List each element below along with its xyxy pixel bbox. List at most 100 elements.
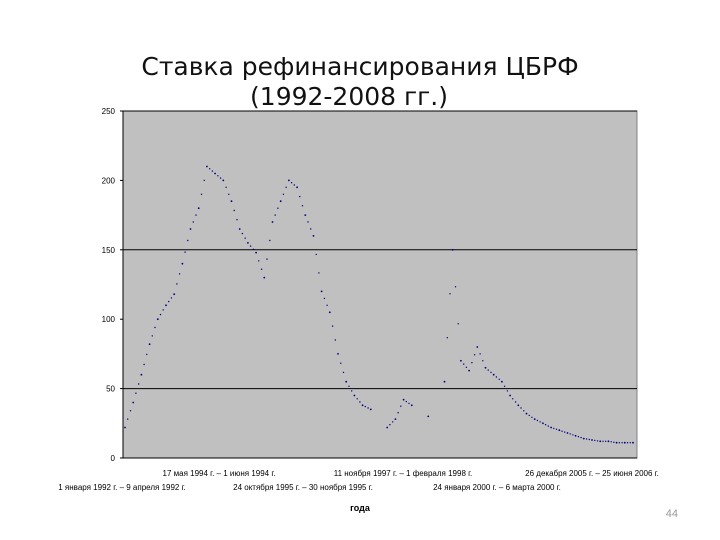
line-dot: [479, 353, 481, 355]
data-point: [320, 290, 323, 293]
line-dot: [348, 385, 350, 387]
line-dot: [512, 398, 514, 400]
x-tick-label: 24 января 2000 г. – 6 марта 2000 г.: [433, 483, 561, 492]
line-dot: [323, 297, 326, 300]
data-point: [140, 373, 143, 376]
line-dot: [465, 366, 468, 368]
line-dot: [307, 221, 309, 223]
series-points: [124, 165, 634, 444]
line-dot: [241, 232, 244, 235]
data-point: [607, 440, 610, 443]
line-dot: [258, 260, 260, 262]
data-point: [337, 353, 339, 355]
data-point: [148, 343, 151, 346]
line-dot: [269, 239, 271, 242]
data-point: [304, 214, 307, 217]
line-dot: [135, 392, 137, 394]
line-dot: [553, 427, 555, 430]
data-point: [558, 429, 561, 432]
data-point: [165, 304, 167, 307]
data-point: [427, 415, 430, 418]
data-point: [247, 242, 249, 244]
line-dot: [351, 390, 353, 392]
line-dot: [585, 438, 588, 440]
data-point: [476, 346, 479, 348]
line-dot: [482, 360, 484, 362]
line-dot: [536, 419, 539, 422]
line-dot: [449, 293, 451, 295]
x-tick-label: 24 октября 1995 г. – 30 ноября 1995 г.: [233, 483, 373, 492]
line-dot: [211, 170, 214, 172]
data-point: [533, 418, 536, 420]
line-dot: [331, 325, 334, 327]
line-dot: [408, 402, 410, 405]
line-dot: [544, 424, 547, 426]
data-point: [222, 179, 225, 182]
line-dot: [596, 440, 599, 442]
data-point: [328, 311, 331, 314]
line-dot: [138, 383, 140, 385]
line-dot: [547, 425, 549, 427]
line-dot: [225, 186, 227, 188]
line-dot: [217, 175, 219, 177]
line-dot: [490, 371, 492, 374]
line-dot: [252, 248, 255, 250]
data-point: [542, 422, 544, 425]
line-dot: [146, 353, 148, 356]
data-point: [632, 441, 634, 444]
line-dot: [495, 376, 498, 378]
data-point: [451, 248, 454, 251]
data-point: [156, 318, 159, 321]
line-dot: [446, 337, 448, 339]
slide-title: Ставка рефинансирования ЦБРФ (1992-2008 …: [0, 52, 720, 112]
data-point: [517, 404, 520, 407]
line-dot: [364, 405, 366, 408]
y-axis-ticks: 0 50 100 150 200 250: [102, 107, 123, 463]
line-dot: [471, 362, 473, 364]
data-point: [288, 179, 290, 182]
line-dot: [389, 424, 391, 426]
line-dot: [228, 193, 230, 195]
data-point: [173, 293, 176, 296]
line-dot: [577, 436, 580, 438]
line-dot: [572, 434, 574, 436]
line-dot: [503, 385, 506, 387]
line-dot: [618, 442, 620, 444]
x-tick-label: 26 декабря 2005 г. – 25 июня 2006 г.: [525, 469, 659, 478]
line-dot: [531, 416, 533, 418]
gridlines: [123, 110, 637, 390]
line-dot: [249, 245, 252, 247]
data-point: [582, 437, 585, 440]
data-point: [460, 359, 462, 362]
data-point: [279, 200, 282, 203]
line-dot: [613, 441, 615, 443]
line-dot: [621, 442, 623, 444]
line-dot: [274, 214, 276, 216]
data-point: [443, 380, 446, 383]
y-tick-label: 250: [102, 107, 116, 116]
line-dot: [162, 309, 164, 311]
line-dot: [342, 371, 345, 374]
line-dot: [629, 442, 631, 444]
data-point: [484, 366, 487, 369]
line-dot: [569, 433, 571, 435]
data-point: [271, 221, 274, 223]
line-dot: [523, 410, 525, 412]
line-dot: [506, 390, 509, 392]
line-dot: [588, 438, 590, 441]
x-tick-label: 1 января 1992 г. – 9 апреля 1992 г.: [58, 483, 186, 492]
line-dot: [367, 407, 369, 409]
data-point: [468, 369, 470, 372]
data-point: [345, 380, 348, 383]
line-dot: [463, 363, 465, 365]
data-point: [197, 207, 200, 210]
line-dot: [392, 421, 394, 423]
line-dot: [487, 369, 489, 371]
line-dot: [178, 273, 181, 275]
line-dot: [200, 193, 203, 195]
line-dot: [605, 440, 607, 442]
line-dot: [290, 182, 293, 184]
line-dot: [192, 221, 194, 223]
line-dot: [602, 440, 604, 442]
data-point: [509, 394, 511, 397]
